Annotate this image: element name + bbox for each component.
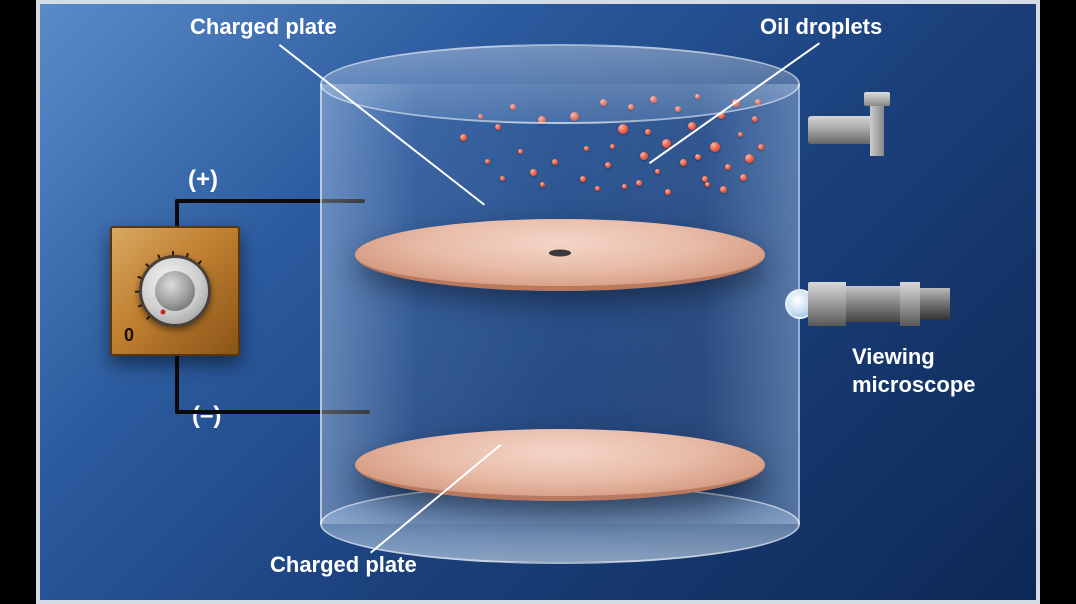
label-charged-plate-bottom: Charged plate: [270, 552, 417, 578]
oil-droplet: [580, 176, 586, 182]
viewing-microscope: [808, 282, 958, 326]
charged-plate-bottom: [355, 429, 765, 501]
label-charged-plate-top: Charged plate: [190, 14, 337, 40]
oil-droplet: [500, 176, 505, 181]
wire-segment: [175, 354, 179, 414]
chamber-top-rim: [320, 44, 800, 124]
label-viewing-line1: Viewing: [852, 344, 935, 370]
scope-segment: [808, 282, 846, 326]
oil-droplet: [518, 149, 523, 154]
oil-droplet: [584, 146, 589, 151]
wire-segment: [175, 199, 179, 229]
oil-droplet: [636, 180, 642, 186]
oil-droplet: [720, 186, 727, 193]
scope-segment: [846, 286, 900, 322]
dial-zero-label: 0: [124, 325, 134, 346]
oil-droplet: [595, 186, 600, 191]
oil-droplet: [622, 184, 627, 189]
oil-droplet: [610, 144, 615, 149]
oil-droplet: [758, 144, 764, 150]
oil-droplet: [752, 116, 758, 122]
oil-droplet: [618, 124, 628, 134]
sign-minus: (–): [192, 402, 221, 430]
label-oil-droplets: Oil droplets: [760, 14, 882, 40]
atomizer-valve-icon: [864, 92, 890, 106]
atomizer-handle: [870, 104, 884, 156]
oil-droplet: [460, 134, 467, 141]
oil-droplet: [552, 159, 558, 165]
oil-droplet: [680, 159, 687, 166]
oil-droplet: [485, 159, 490, 164]
oil-droplet: [745, 154, 754, 163]
chamber: [320, 44, 800, 534]
scope-segment: [900, 282, 920, 326]
oil-droplet: [655, 169, 660, 174]
oil-droplet: [695, 154, 701, 160]
atomizer: [808, 104, 928, 156]
oil-droplet: [640, 152, 648, 160]
label-viewing-line2: microscope: [852, 372, 976, 398]
dial-knob: [155, 271, 195, 311]
oil-droplet: [540, 182, 545, 187]
oil-droplet: [605, 162, 611, 168]
charged-plate-top: [355, 219, 765, 291]
power-supply: 0: [110, 226, 240, 356]
oil-droplet: [645, 129, 651, 135]
oil-droplet: [495, 124, 501, 130]
oil-droplet: [530, 169, 537, 176]
dial-indicator-icon: [161, 310, 166, 315]
plate-aperture-icon: [549, 249, 571, 256]
oil-droplet: [738, 132, 743, 137]
oil-droplet: [740, 174, 747, 181]
dial-ring: [139, 255, 211, 327]
oil-droplet: [705, 182, 710, 187]
oil-droplet: [665, 189, 671, 195]
diagram-frame: Charged plate Oil droplets Viewing micro…: [36, 0, 1040, 604]
oil-droplet: [710, 142, 720, 152]
scope-eyepiece: [920, 288, 950, 320]
atomizer-body: [808, 116, 874, 144]
oil-droplet: [725, 164, 731, 170]
sign-plus: (+): [188, 166, 218, 194]
